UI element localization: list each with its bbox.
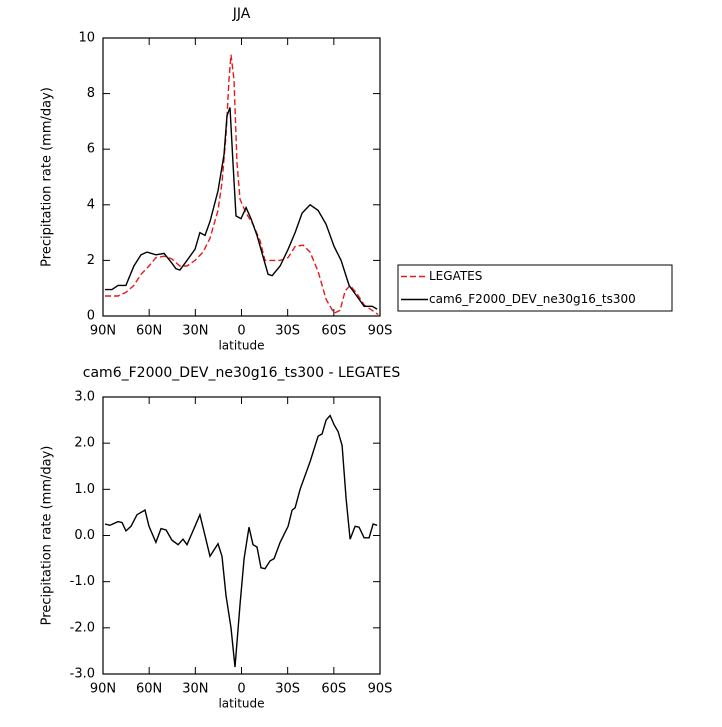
y-tick-label: -3.0 bbox=[70, 667, 95, 682]
x-tick-label: 90N bbox=[90, 324, 116, 339]
y-axis-label: Precipitation rate (mm/day) bbox=[40, 87, 55, 267]
y-tick-label: 0.0 bbox=[74, 528, 95, 543]
y-tick-label: 4 bbox=[87, 197, 95, 212]
x-tick-label: 90N bbox=[90, 682, 116, 697]
legend-label: LEGATES bbox=[429, 269, 482, 283]
y-tick-label: -2.0 bbox=[70, 620, 95, 635]
y-tick-label: -1.0 bbox=[70, 574, 95, 589]
y-tick-label: 3.0 bbox=[74, 390, 95, 405]
x-tick-label: 60N bbox=[136, 324, 162, 339]
x-axis-label: latitude bbox=[218, 339, 264, 353]
x-tick-label: 30N bbox=[182, 682, 208, 697]
y-tick-label: 0 bbox=[87, 309, 95, 324]
y-tick-label: 8 bbox=[87, 86, 95, 101]
x-tick-label: 90S bbox=[368, 682, 393, 697]
y-tick-label: 1.0 bbox=[74, 482, 95, 497]
chart-title: cam6_F2000_DEV_ne30g16_ts300 - LEGATES bbox=[83, 365, 401, 381]
legend-label: cam6_F2000_DEV_ne30g16_ts300 bbox=[429, 292, 636, 306]
y-tick-label: 10 bbox=[78, 31, 95, 46]
x-tick-label: 60S bbox=[321, 324, 346, 339]
x-tick-label: 30N bbox=[182, 324, 208, 339]
y-axis-label: Precipitation rate (mm/day) bbox=[40, 446, 55, 626]
x-tick-label: 60N bbox=[136, 682, 162, 697]
x-tick-label: 30S bbox=[275, 324, 300, 339]
plot-frame bbox=[102, 37, 381, 317]
y-tick-label: 6 bbox=[87, 142, 95, 157]
y-tick-label: 2 bbox=[87, 253, 95, 268]
data-line bbox=[105, 54, 379, 316]
x-tick-label: 0 bbox=[237, 682, 245, 697]
x-tick-label: 30S bbox=[275, 682, 300, 697]
chart-title: JJA bbox=[232, 6, 251, 22]
x-tick-label: 0 bbox=[237, 324, 245, 339]
plot-frame bbox=[102, 396, 381, 675]
x-tick-label: 90S bbox=[368, 324, 393, 339]
legend-box bbox=[397, 264, 673, 312]
x-axis-label: latitude bbox=[218, 697, 264, 711]
data-line bbox=[104, 414, 378, 668]
x-tick-label: 60S bbox=[321, 682, 346, 697]
y-tick-label: 2.0 bbox=[74, 436, 95, 451]
data-line bbox=[105, 107, 378, 310]
